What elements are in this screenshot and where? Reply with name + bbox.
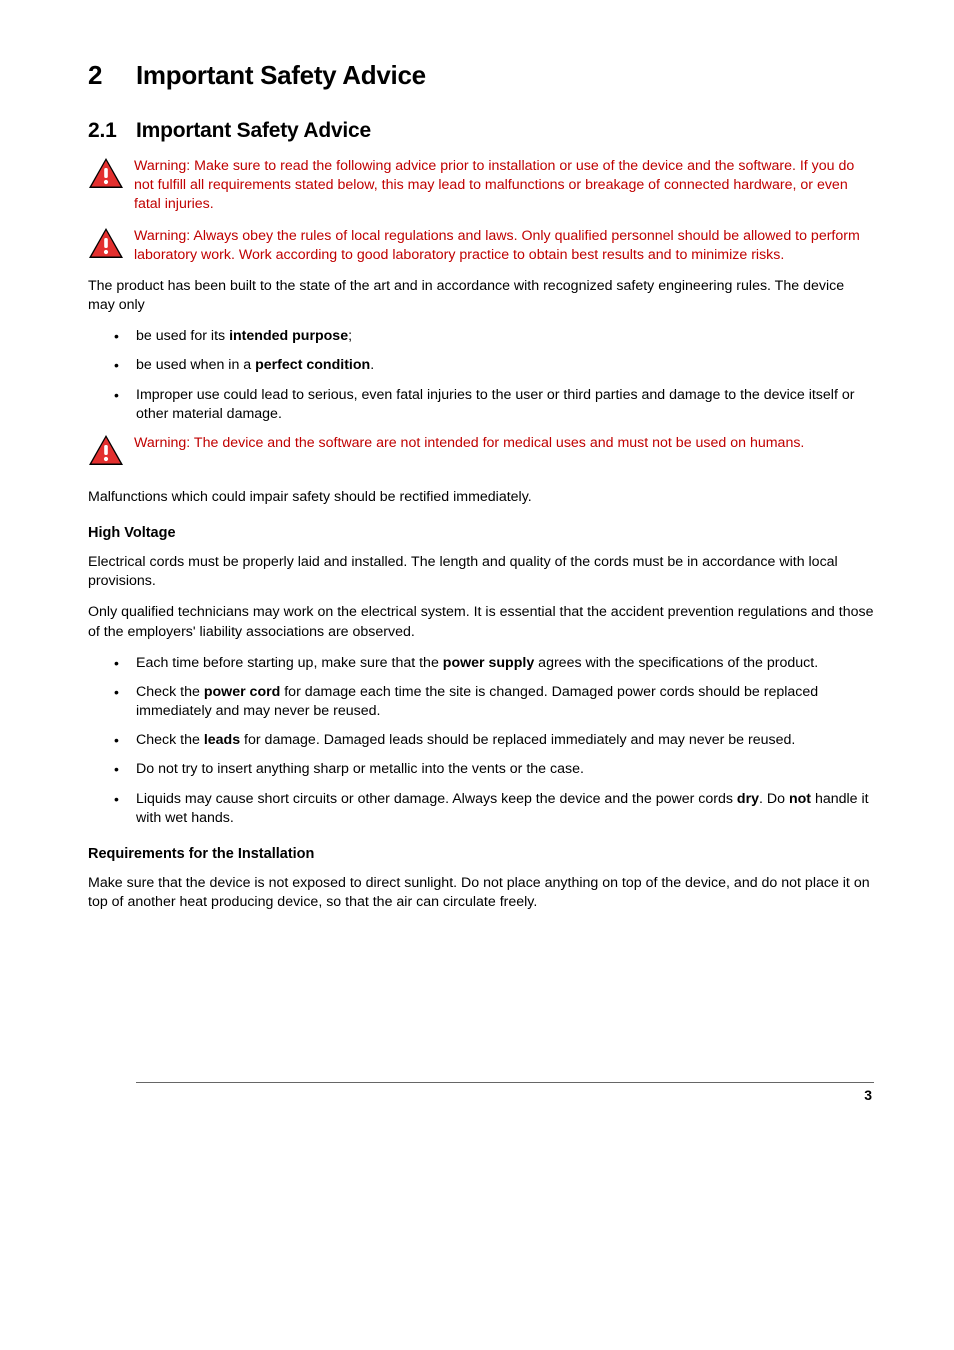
warning-text: Warning: The device and the software are… [134, 434, 874, 453]
subsection-heading: 2.1Important Safety Advice [88, 119, 874, 143]
warning-block: Warning: Make sure to read the following… [88, 157, 874, 215]
warning-triangle-icon [88, 434, 124, 472]
footer-rule [136, 1082, 874, 1083]
body-paragraph: Electrical cords must be properly laid a… [88, 553, 874, 591]
list-item: Check the power cord for damage each tim… [112, 683, 874, 721]
bold-text: power cord [204, 684, 280, 700]
bold-text: perfect condition [255, 357, 370, 373]
section-number: 2 [88, 60, 136, 91]
bullet-list: be used for its intended purpose; be use… [112, 327, 874, 424]
warning-text: Warning: Always obey the rules of local … [134, 227, 874, 265]
body-paragraph: Only qualified technicians may work on t… [88, 603, 874, 641]
subheading: Requirements for the Installation [88, 846, 874, 862]
bold-text: not [789, 791, 811, 807]
subsection-number: 2.1 [88, 119, 136, 143]
warning-block: Warning: Always obey the rules of local … [88, 227, 874, 265]
warning-triangle-icon [88, 157, 124, 195]
body-paragraph: Malfunctions which could impair safety s… [88, 488, 874, 507]
list-item: Each time before starting up, make sure … [112, 654, 874, 673]
bold-text: leads [204, 732, 240, 748]
list-item: Liquids may cause short circuits or othe… [112, 790, 874, 828]
list-item: Improper use could lead to serious, even… [112, 386, 874, 424]
section-heading: 2Important Safety Advice [88, 60, 874, 91]
bullet-list: Each time before starting up, make sure … [112, 654, 874, 828]
warning-text: Warning: Make sure to read the following… [134, 157, 874, 215]
list-item: be used when in a perfect condition. [112, 356, 874, 375]
warning-block: Warning: The device and the software are… [88, 434, 874, 472]
subheading: High Voltage [88, 525, 874, 541]
list-item: be used for its intended purpose; [112, 327, 874, 346]
bold-text: dry [737, 791, 759, 807]
body-paragraph: Make sure that the device is not exposed… [88, 874, 874, 912]
list-item: Do not try to insert anything sharp or m… [112, 760, 874, 779]
section-title: Important Safety Advice [136, 60, 426, 90]
bold-text: power supply [443, 655, 534, 671]
body-paragraph: The product has been built to the state … [88, 277, 874, 315]
bold-text: intended purpose [229, 328, 348, 344]
subsection-title: Important Safety Advice [136, 119, 371, 142]
page-number: 3 [88, 1087, 874, 1103]
list-item: Check the leads for damage. Damaged lead… [112, 731, 874, 750]
warning-triangle-icon [88, 227, 124, 265]
